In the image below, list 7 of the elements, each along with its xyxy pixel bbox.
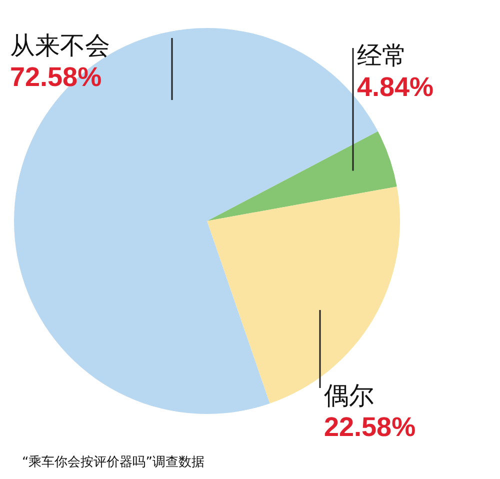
text: “乘车你会按评价器吗”调查数据 [22,455,204,470]
slice-label: 偶尔 [324,381,374,410]
data-label: 72.58% [10,62,102,92]
slice-label: 经常 [357,41,407,70]
data-label: 22.58% [324,412,416,442]
slice-label: 从来不会 [10,31,110,60]
data-label: 4.84% [357,72,434,102]
